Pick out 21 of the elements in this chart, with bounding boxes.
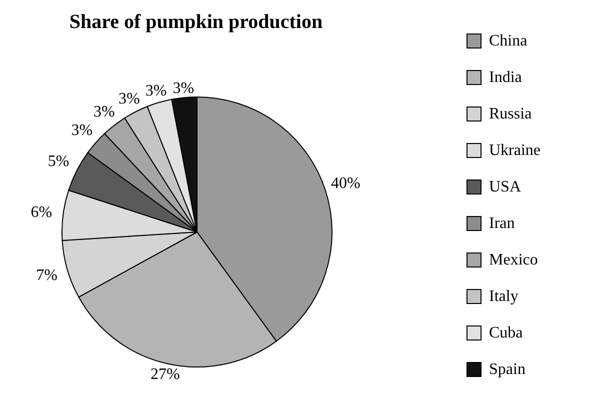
data-label: 40% <box>331 175 360 192</box>
legend-label: Iran <box>489 215 515 232</box>
data-label: 3% <box>172 80 194 97</box>
data-label: 5% <box>48 152 70 170</box>
data-label: 3% <box>145 82 167 100</box>
legend-label: Spain <box>489 361 526 378</box>
data-label: 27% <box>150 366 180 384</box>
data-label: 3% <box>118 90 140 108</box>
legend-label: Ukraine <box>489 142 541 159</box>
chart-title: Share of pumpkin production <box>69 11 323 33</box>
data-label: 6% <box>30 204 52 221</box>
legend-label: Mexico <box>489 252 538 268</box>
legend-label: Russia <box>489 106 532 122</box>
legend-label: China <box>489 32 528 50</box>
legend-label: Cuba <box>489 324 523 342</box>
legend-label: USA <box>489 178 522 196</box>
data-label: 3% <box>93 104 115 121</box>
data-label: 3% <box>71 122 93 139</box>
legend-label: Italy <box>489 288 518 305</box>
data-label: 7% <box>36 267 58 284</box>
legend-label: India <box>489 69 522 86</box>
